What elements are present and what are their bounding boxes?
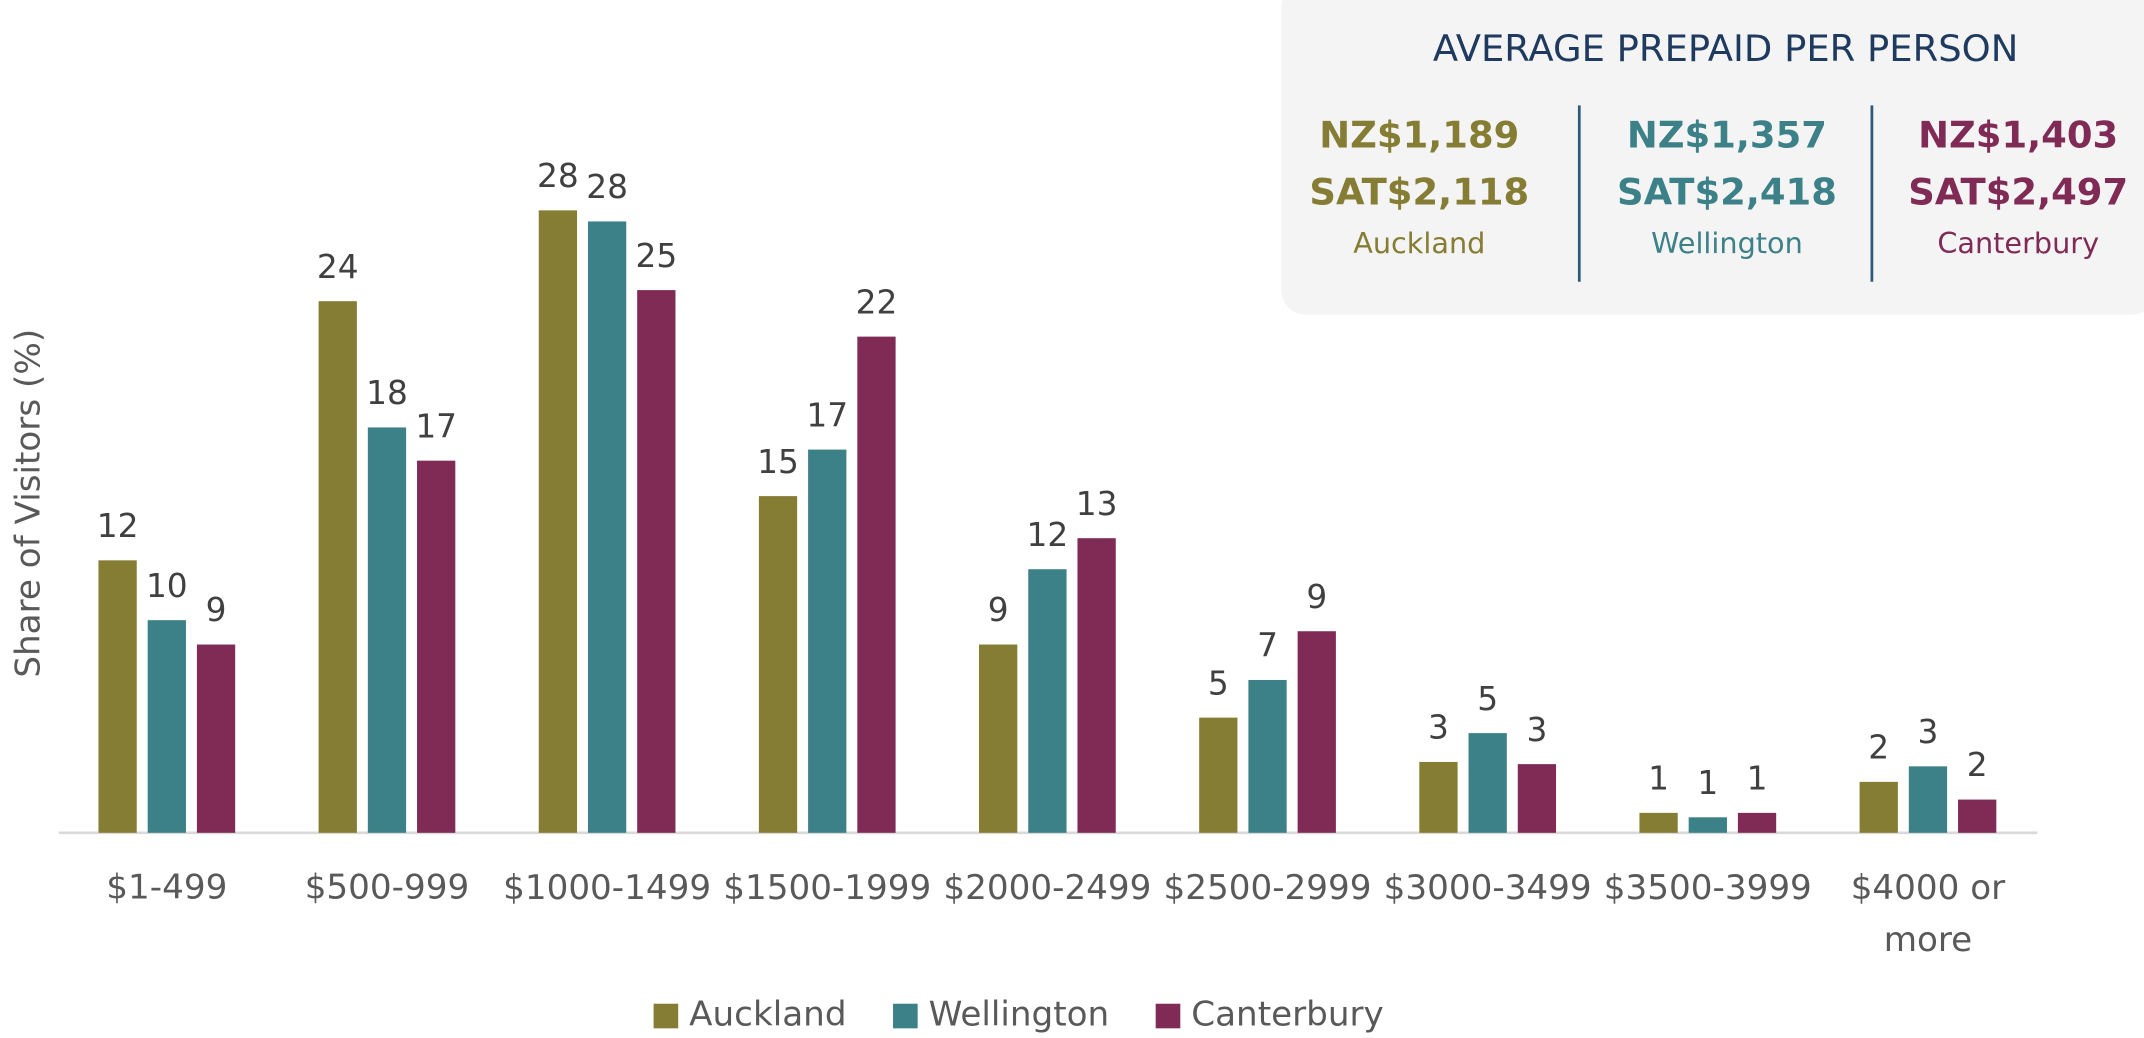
data-label: 1: [1697, 764, 1718, 802]
summary-region: Auckland: [1353, 226, 1485, 260]
bar: [1248, 679, 1287, 833]
bar: [1688, 817, 1727, 833]
data-label: 28: [586, 168, 628, 206]
bar: [1639, 812, 1678, 833]
bar: [1517, 764, 1557, 833]
bar: [98, 560, 137, 833]
x-tick-label: $2500-2999: [1164, 867, 1372, 907]
legend-swatch: [893, 1003, 918, 1029]
data-label: 2: [1868, 729, 1889, 767]
legend-label: Canterbury: [1191, 995, 1384, 1035]
summary-title: AVERAGE PREPAID PER PERSON: [1433, 27, 2019, 70]
bar: [1077, 538, 1116, 833]
x-tick-label: $2000-2499: [943, 867, 1151, 907]
bar: [1468, 733, 1507, 833]
data-label: 13: [1076, 485, 1118, 523]
data-label: 15: [757, 443, 799, 481]
bar: [1297, 631, 1336, 833]
bar: [367, 427, 407, 833]
data-label: 17: [415, 407, 457, 445]
bar: [538, 210, 578, 833]
y-axis-label: Share of Visitors (%): [9, 329, 49, 678]
data-label: 17: [806, 396, 848, 434]
bar: [587, 221, 627, 833]
bar: [318, 301, 357, 833]
data-label: 9: [988, 591, 1009, 629]
bar: [417, 460, 456, 833]
x-tick-label: $1-499: [106, 867, 227, 907]
bar: [857, 336, 896, 833]
data-label: 1: [1648, 760, 1669, 798]
data-label: 5: [1477, 680, 1498, 718]
data-label: 9: [206, 591, 227, 629]
summary-nz: NZ$1,403: [1918, 113, 2118, 156]
data-label: 22: [856, 283, 898, 321]
summary-nz: NZ$1,357: [1627, 113, 1827, 156]
x-tick-label: $500-999: [305, 867, 470, 907]
data-label: 5: [1208, 664, 1229, 702]
x-tick-label: $4000 or more: [1851, 867, 2006, 959]
bar: [1028, 569, 1067, 833]
data-label: 10: [146, 567, 188, 605]
bar: [1419, 761, 1458, 833]
summary-box: [1281, 0, 2144, 315]
legend-label: Auckland: [689, 995, 846, 1035]
data-label: 1: [1747, 760, 1768, 798]
summary-region: Wellington: [1651, 226, 1803, 260]
data-label: 25: [635, 237, 677, 275]
data-label: 9: [1306, 578, 1327, 616]
bar: [147, 620, 186, 833]
bar: [1737, 812, 1777, 833]
legend-swatch: [1155, 1003, 1181, 1029]
summary-sat: SAT$2,418: [1617, 171, 1837, 214]
data-label: 7: [1257, 627, 1278, 665]
summary-sat: SAT$2,497: [1908, 171, 2128, 214]
summary-sat: SAT$2,118: [1309, 171, 1529, 214]
x-tick-label: $3500-3999: [1604, 867, 1812, 907]
legend-swatch: [653, 1003, 679, 1029]
summary-nz: NZ$1,189: [1319, 113, 1519, 156]
data-label: 18: [366, 374, 408, 412]
data-label: 3: [1918, 713, 1939, 751]
bar: [1958, 799, 1997, 833]
data-label: 24: [317, 248, 359, 286]
bar: [808, 449, 847, 833]
x-tick-label: $1500-1999: [723, 867, 931, 907]
data-label: 28: [537, 157, 579, 195]
bar: [637, 290, 676, 833]
bar: [979, 644, 1018, 833]
data-label: 12: [1027, 516, 1069, 554]
bar: [1908, 766, 1948, 833]
legend-label: Wellington: [929, 995, 1110, 1035]
data-label: 12: [97, 507, 139, 545]
x-tick-label: $1000-1499: [503, 867, 711, 907]
summary-region: Canterbury: [1937, 226, 2099, 260]
data-label: 3: [1428, 709, 1449, 747]
bar: [1199, 717, 1238, 833]
x-tick-label: $3000-3499: [1384, 867, 1592, 907]
bar: [196, 644, 236, 833]
bar: [1859, 781, 1898, 833]
data-label: 3: [1526, 711, 1547, 749]
data-label: 2: [1967, 746, 1988, 784]
bar: [758, 496, 798, 833]
